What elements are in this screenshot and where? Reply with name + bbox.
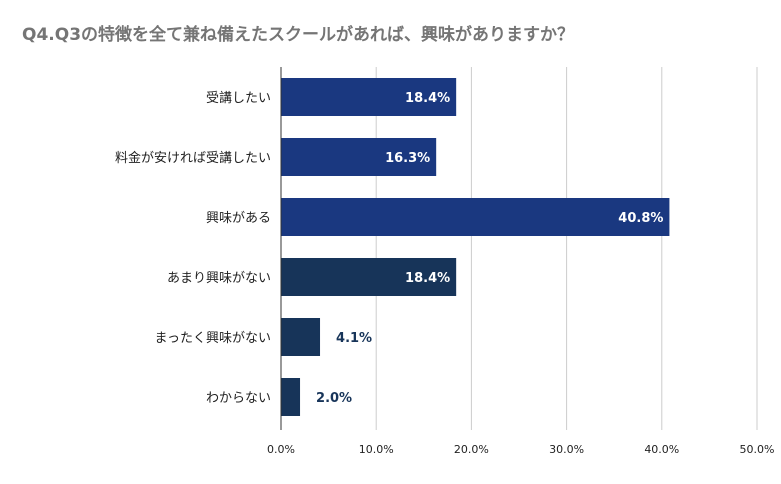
- category-label: 料金が安ければ受講したい: [115, 150, 271, 166]
- x-tick-label: 40.0%: [644, 443, 679, 456]
- category-label: 興味がある: [206, 211, 271, 226]
- x-tick-label: 20.0%: [454, 443, 489, 456]
- data-label: 40.8%: [618, 211, 663, 226]
- x-tick-label: 10.0%: [359, 443, 394, 456]
- data-label: 2.0%: [316, 391, 352, 406]
- x-tick-label: 30.0%: [549, 443, 584, 456]
- category-label: 受講したい: [206, 90, 271, 106]
- data-label: 16.3%: [385, 151, 430, 166]
- category-label: まったく興味がない: [155, 331, 271, 346]
- data-label: 18.4%: [405, 271, 450, 286]
- bar: [281, 258, 457, 296]
- bar: [281, 378, 301, 416]
- bar: [281, 138, 437, 176]
- category-label: あまり興味がない: [167, 271, 271, 286]
- chart-title: Q4.Q3の特徴を全て兼ね備えたスクールがあれば、興味がありますか？: [22, 25, 575, 45]
- category-label: わからない: [206, 391, 271, 406]
- bar: [281, 318, 321, 356]
- bar: [281, 78, 457, 116]
- x-tick-label: 50.0%: [740, 443, 775, 456]
- data-label: 18.4%: [405, 91, 450, 106]
- data-label: 4.1%: [336, 331, 372, 346]
- x-tick-label: 0.0%: [267, 443, 295, 456]
- bar: [281, 198, 670, 236]
